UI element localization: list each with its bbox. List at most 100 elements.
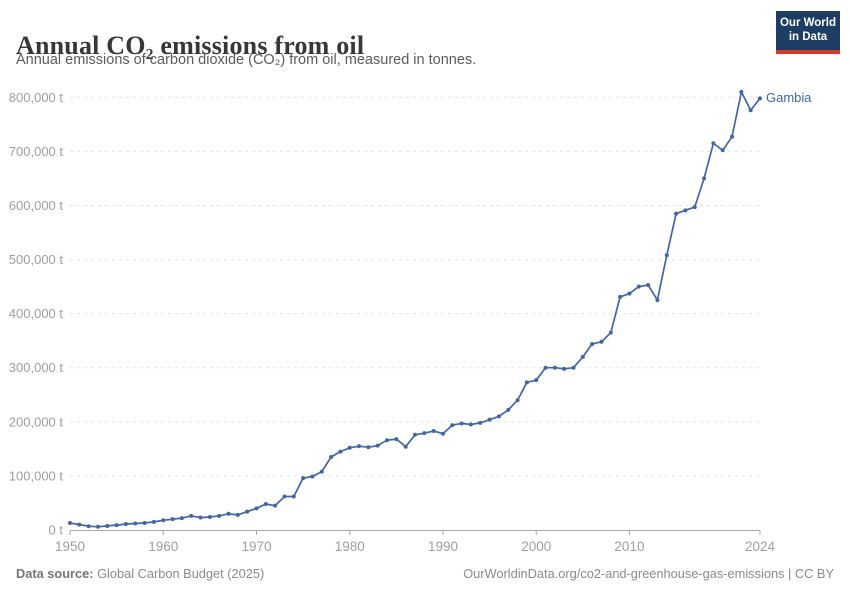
x-axis-tick-label: 1950 [55, 539, 85, 554]
y-axis-tick-label: 0 t [49, 523, 64, 538]
data-point[interactable] [282, 494, 287, 499]
data-point[interactable] [692, 205, 697, 210]
data-point[interactable] [86, 524, 91, 529]
data-point[interactable] [422, 431, 427, 436]
y-axis-tick-label: 800,000 t [9, 90, 64, 105]
data-point[interactable] [431, 429, 436, 434]
data-point[interactable] [487, 417, 492, 422]
data-point[interactable] [95, 524, 100, 529]
data-point[interactable] [68, 520, 72, 525]
chart-subtitle: Annual emissions of carbon dioxide (CO₂)… [16, 52, 477, 68]
x-axis-tick-label: 1960 [148, 539, 178, 554]
data-point[interactable] [655, 298, 660, 303]
data-point[interactable] [329, 454, 334, 459]
data-point[interactable] [524, 380, 529, 385]
data-point[interactable] [552, 365, 557, 370]
data-point[interactable] [301, 476, 306, 481]
data-point[interactable] [123, 522, 128, 527]
data-point[interactable] [310, 474, 315, 479]
data-point[interactable] [702, 176, 707, 181]
data-point[interactable] [478, 420, 483, 425]
data-point[interactable] [748, 108, 753, 113]
data-point[interactable] [263, 502, 268, 507]
x-axis-tick-label: 2000 [521, 539, 551, 554]
data-point[interactable] [338, 449, 343, 454]
data-point[interactable] [245, 509, 250, 514]
owid-logo[interactable]: Our World in Data [776, 11, 840, 54]
data-point[interactable] [571, 365, 576, 370]
data-point[interactable] [170, 517, 175, 522]
data-point[interactable] [291, 494, 296, 499]
data-point[interactable] [599, 339, 604, 344]
data-point[interactable] [403, 444, 408, 449]
data-point[interactable] [450, 423, 455, 428]
data-source: Data source: Global Carbon Budget (2025) [16, 566, 264, 581]
data-point[interactable] [758, 96, 762, 101]
owid-logo-line2: in Data [788, 31, 828, 44]
data-point[interactable] [534, 378, 539, 383]
data-point[interactable] [273, 503, 278, 508]
data-point[interactable] [674, 211, 679, 216]
x-axis-tick-label: 1970 [241, 539, 271, 554]
data-point[interactable] [133, 521, 138, 526]
data-point[interactable] [254, 506, 259, 511]
data-point[interactable] [543, 365, 548, 370]
data-point[interactable] [105, 523, 110, 528]
data-point[interactable] [413, 432, 417, 437]
data-point[interactable] [375, 443, 380, 448]
data-point[interactable] [394, 437, 399, 442]
data-point[interactable] [235, 512, 240, 517]
data-point[interactable] [161, 518, 166, 523]
data-point[interactable] [664, 253, 669, 258]
y-axis-tick-label: 600,000 t [9, 198, 64, 213]
data-point[interactable] [189, 513, 194, 518]
data-point[interactable] [459, 421, 464, 426]
data-point[interactable] [198, 515, 203, 520]
data-point[interactable] [357, 444, 362, 449]
data-point[interactable] [711, 141, 716, 146]
data-point[interactable] [319, 469, 324, 474]
data-point[interactable] [347, 445, 352, 450]
data-point[interactable] [207, 515, 212, 520]
series-label-gambia: Gambia [766, 90, 812, 106]
data-point[interactable] [590, 341, 595, 346]
data-source-label: Data source: [16, 566, 94, 581]
y-axis-tick-label: 400,000 t [9, 306, 64, 321]
data-point[interactable] [179, 516, 184, 521]
data-point[interactable] [114, 523, 119, 528]
data-point[interactable] [562, 366, 567, 371]
data-point[interactable] [506, 407, 511, 412]
attribution-link[interactable]: OurWorldinData.org/co2-and-greenhouse-ga… [463, 566, 834, 581]
y-axis-tick-label: 700,000 t [9, 144, 64, 159]
chart-title: Annual CO₂ emissions from oil [16, 31, 365, 61]
data-point[interactable] [142, 520, 147, 525]
data-point[interactable] [217, 513, 222, 518]
data-source-value: Global Carbon Budget (2025) [93, 566, 265, 581]
data-point[interactable] [385, 438, 390, 443]
data-point[interactable] [515, 398, 520, 403]
data-point[interactable] [77, 522, 82, 527]
data-point[interactable] [683, 208, 688, 213]
data-point[interactable] [627, 291, 632, 296]
data-point[interactable] [730, 134, 735, 139]
chart-footer: Data source: Global Carbon Budget (2025)… [16, 566, 834, 581]
data-point[interactable] [646, 282, 651, 287]
data-point[interactable] [739, 89, 744, 94]
data-point[interactable] [720, 148, 725, 153]
data-line-gambia [69, 91, 761, 528]
data-point[interactable] [366, 445, 371, 450]
data-point[interactable] [580, 354, 585, 359]
x-axis-tick-label: 1980 [335, 539, 365, 554]
data-point[interactable] [468, 422, 473, 427]
data-point[interactable] [608, 330, 613, 335]
data-point[interactable] [151, 519, 156, 524]
data-point[interactable] [618, 294, 623, 299]
data-point[interactable] [226, 511, 231, 516]
data-point[interactable] [496, 414, 501, 419]
x-axis-tick-label: 2024 [745, 539, 776, 554]
data-point[interactable] [440, 431, 445, 436]
owid-logo-line1: Our World [779, 17, 836, 29]
data-point[interactable] [636, 284, 641, 289]
